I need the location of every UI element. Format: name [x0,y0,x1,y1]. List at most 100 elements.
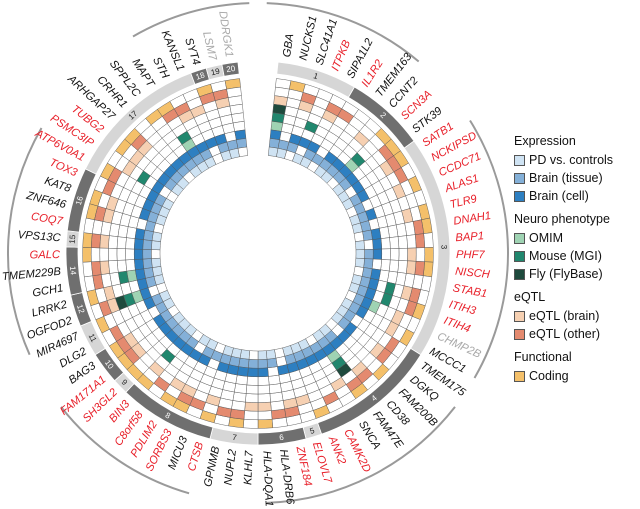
heatmap-cell-pd_vs_controls [151,249,161,259]
legend-item-label: Mouse (MGI) [529,249,602,263]
heatmap-cell-coding [422,261,434,278]
chromosome-label: 4 [370,393,380,403]
heatmap-cell-pd_vs_controls [257,350,268,360]
heatmap-cell-eqtl_other [257,410,273,421]
outer-arc [60,406,190,495]
heatmap-cell-omim [257,376,270,386]
heatmap-cell-pd_vs_controls [274,347,285,359]
heatmap-cell-brain_cell [257,367,269,378]
legend-swatch [514,310,525,322]
heatmap-cell-coding [82,232,93,248]
heatmap-cell-fly [108,247,118,262]
heatmap-cell-brain_tissue [268,138,280,149]
legend-item: Brain (tissue) [514,169,638,187]
heatmap-cell-brain_cell [371,258,382,271]
legend-swatch [514,328,525,340]
gene-label: NUPL2 [223,448,240,486]
heatmap-rings [82,78,434,429]
heatmap-cell-fly [108,235,119,249]
legend-item: PD vs. controls [514,151,638,169]
heatmap-cell-brain_tissue [142,249,152,260]
heatmap-cell-eqtl_other [91,261,102,276]
heatmap-cell-mouse [388,259,400,273]
legend-swatch [514,154,525,166]
outer-arc [469,119,509,379]
legend-swatch [514,232,525,244]
heatmap-cell-eqtl_other [243,410,259,421]
outer-arc [266,406,456,504]
heatmap-cell-mouse [234,383,248,394]
legend-swatch [514,370,525,382]
gene-label: TLR9 [449,193,478,211]
outer-dashed-arcs [7,2,509,504]
outer-arc [7,127,43,356]
heatmap-cell-omim [125,259,136,272]
gene-label: HLA-DRB6 [277,449,296,506]
heatmap-cell-brain_cell [234,129,247,141]
heatmap-cell-brain_cell [134,258,145,271]
chromosome-label: 11 [87,332,99,344]
legend-group-title: Neuro phenotype [514,212,610,226]
gene-label: GPNMB [202,445,222,488]
heatmap-cell-eqtl_brain [99,234,110,249]
heatmap-cell-pd_vs_controls [152,266,163,277]
heatmap-cell-eqtl_brain [99,247,109,262]
heatmap-cell-omim [125,248,135,261]
legend-group: eQTL eQTL (brain) eQTL (other) [514,290,638,343]
heatmap-cell-mouse [116,236,127,249]
chromosome-label: 5 [309,426,316,436]
heatmap-cell-fly [397,260,408,274]
chromosome-label: 16 [74,195,85,207]
heatmap-cell-coding [82,261,94,278]
legend-item-label: Fly (FlyBase) [529,267,603,281]
heatmap-cell-mouse [389,236,400,249]
chromosome-label: 15 [68,234,78,244]
legend-item-label: Coding [529,369,569,383]
heatmap-cell-brain_cell [247,367,259,378]
heatmap-cell-eqtl_other [415,247,426,262]
chromosome-label: 14 [68,266,78,276]
heatmap-cell-brain_cell [372,238,382,250]
heatmap-cell-pd_vs_controls [354,257,365,268]
heatmap-cell-eqtl_other [414,233,425,249]
gene-label: BAP1 [455,230,484,244]
heatmap-cell-mouse [116,248,127,261]
heatmap-cell-fly [398,247,408,262]
gene-label: ZNF646 [24,190,68,212]
legend-item: eQTL (brain) [514,307,638,325]
heatmap-cell-brain_tissue [238,357,250,369]
legend-item-label: PD vs. controls [529,153,614,167]
heatmap-cell-pd_vs_controls [237,146,249,158]
heatmap-cell-brain_tissue [266,357,278,369]
gene-label: TMEM229B [2,266,62,284]
legend-item-label: Brain (cell) [529,189,589,203]
heatmap-cell-omim [380,259,391,272]
legend-group: Functional Coding [514,350,638,385]
gene-label: GCH1 [31,282,64,299]
legend-swatch [514,250,525,262]
heatmap-cell-brain_tissue [362,229,373,241]
gene-label: CTSB [186,440,206,473]
heatmap-cell-brain_cell [236,366,249,377]
heatmap-cell-brain_tissue [236,138,248,149]
legend-swatch [514,268,525,280]
heatmap-cell-mouse [268,383,282,394]
heatmap-cell-brain_tissue [363,239,374,250]
outer-arc [132,2,250,38]
outer-arc [266,2,420,63]
chromosome-label: 19 [210,66,221,77]
gene-label: DNAH1 [453,210,492,228]
heatmap-cell-omim [380,237,391,250]
gene-label: SYT4 [182,36,202,66]
heatmap-cell-mouse [245,384,259,395]
heatmap-cell-pd_vs_controls [355,249,365,259]
heatmap-cell-fly [397,235,408,249]
heatmap-cell-eqtl_brain [407,247,417,262]
heatmap-cell-pd_vs_controls [355,240,365,251]
heatmap-cell-omim [125,237,136,250]
heatmap-cell-coding [257,418,274,429]
chromosome-label: 7 [232,433,238,443]
heatmap-cell-eqtl_other [91,233,102,249]
heatmap-cell-coding [242,418,259,429]
